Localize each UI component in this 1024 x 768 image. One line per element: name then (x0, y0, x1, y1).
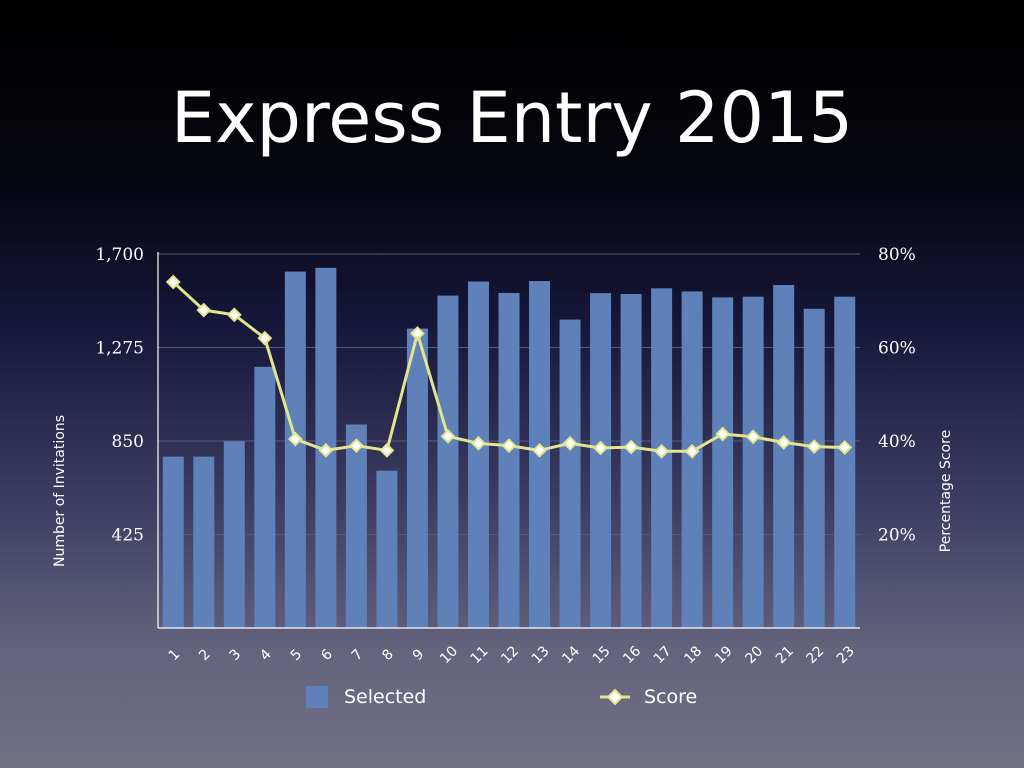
bar-selected-23 (834, 296, 856, 628)
bar-selected-5 (284, 271, 306, 628)
x-tick-label-13: 13 (529, 643, 553, 667)
bar-selected-21 (773, 285, 795, 628)
bar-selected-19 (712, 297, 734, 628)
score-marker-8 (379, 442, 395, 458)
score-marker-19 (715, 426, 731, 442)
bar-selected-7 (345, 424, 367, 628)
score-marker-2 (196, 302, 212, 318)
bar-selected-18 (681, 291, 703, 628)
x-tick-label-18: 18 (681, 643, 705, 667)
x-tick-label-7: 7 (349, 646, 367, 664)
score-marker-9 (410, 326, 425, 341)
x-tick-label-14: 14 (559, 643, 583, 667)
y-right-tick-label: 20% (878, 526, 916, 546)
score-marker-5 (287, 431, 303, 447)
score-marker-20 (745, 429, 761, 445)
score-marker-3 (226, 307, 242, 323)
score-marker-7 (348, 438, 364, 454)
score-marker-21 (776, 434, 792, 450)
x-tick-label-23: 23 (834, 643, 858, 667)
x-tick-label-19: 19 (712, 643, 736, 667)
score-marker-18 (684, 443, 700, 459)
legend-bar-swatch (306, 686, 328, 708)
legend-selected-label: Selected (344, 686, 427, 708)
y-left-tick-label: 850 (112, 432, 144, 452)
bar-selected-15 (590, 293, 612, 628)
y-right-tick-label: 80% (878, 245, 916, 265)
x-tick-label-9: 9 (410, 646, 428, 664)
score-marker-15 (593, 440, 608, 456)
y-left-tick-label: 425 (112, 526, 144, 546)
y-right-tick-label: 60% (878, 339, 916, 359)
score-marker-1 (165, 274, 181, 290)
y-left-tick-label: 1,275 (95, 339, 144, 359)
bars-series (162, 267, 856, 628)
x-tick-label-22: 22 (803, 643, 827, 667)
y-right-tick-label: 40% (878, 432, 916, 452)
score-marker-17 (654, 443, 670, 459)
bar-selected-2 (193, 456, 215, 628)
score-marker-23 (837, 440, 853, 455)
y-left-axis-title: Number of Invitations (52, 415, 68, 567)
score-marker-10 (440, 428, 456, 444)
x-tick-label-10: 10 (437, 643, 461, 667)
x-tick-label-8: 8 (379, 646, 397, 664)
x-tick-label-15: 15 (590, 643, 614, 667)
score-marker-13 (532, 442, 547, 458)
x-tick-label-2: 2 (196, 646, 214, 664)
y-right-axis-title: Percentage Score (938, 430, 954, 552)
score-marker-11 (471, 435, 486, 451)
legend-selected: Selected (306, 684, 426, 710)
legend-line-swatch (600, 688, 630, 706)
y-left-tick-label: 1,700 (95, 245, 144, 265)
score-marker-16 (623, 439, 639, 455)
x-tick-label-6: 6 (318, 646, 336, 664)
x-tick-label-1: 1 (166, 646, 184, 664)
score-marker-4 (257, 330, 273, 346)
bar-selected-10 (437, 295, 459, 628)
score-marker-22 (806, 439, 822, 455)
bar-selected-22 (803, 308, 825, 628)
bar-selected-12 (498, 292, 520, 628)
bar-selected-4 (254, 366, 276, 628)
bar-selected-20 (742, 296, 764, 628)
x-tick-label-20: 20 (742, 643, 766, 667)
score-marker-14 (562, 435, 578, 451)
bar-selected-16 (620, 294, 642, 628)
legend-score-label: Score (644, 686, 698, 708)
x-tick-label-12: 12 (498, 643, 522, 667)
axes (157, 252, 860, 629)
x-tick-label-3: 3 (227, 646, 245, 664)
bar-selected-3 (223, 441, 245, 628)
bar-selected-1 (162, 456, 184, 628)
bar-selected-8 (376, 470, 398, 628)
bar-selected-14 (559, 319, 581, 628)
x-tick-label-16: 16 (620, 643, 644, 667)
score-marker-6 (318, 442, 334, 458)
score-line-series (165, 274, 853, 459)
x-tick-label-21: 21 (773, 643, 797, 667)
bar-selected-9 (406, 328, 428, 628)
legend-score: Score (600, 684, 697, 710)
slide-title: Express Entry 2015 (170, 77, 854, 159)
x-tick-label-11: 11 (468, 643, 492, 667)
score-marker-12 (501, 438, 517, 454)
x-tick-label-4: 4 (257, 646, 275, 664)
x-tick-label-17: 17 (651, 643, 675, 667)
x-tick-label-5: 5 (288, 646, 306, 664)
bar-selected-11 (467, 281, 489, 628)
